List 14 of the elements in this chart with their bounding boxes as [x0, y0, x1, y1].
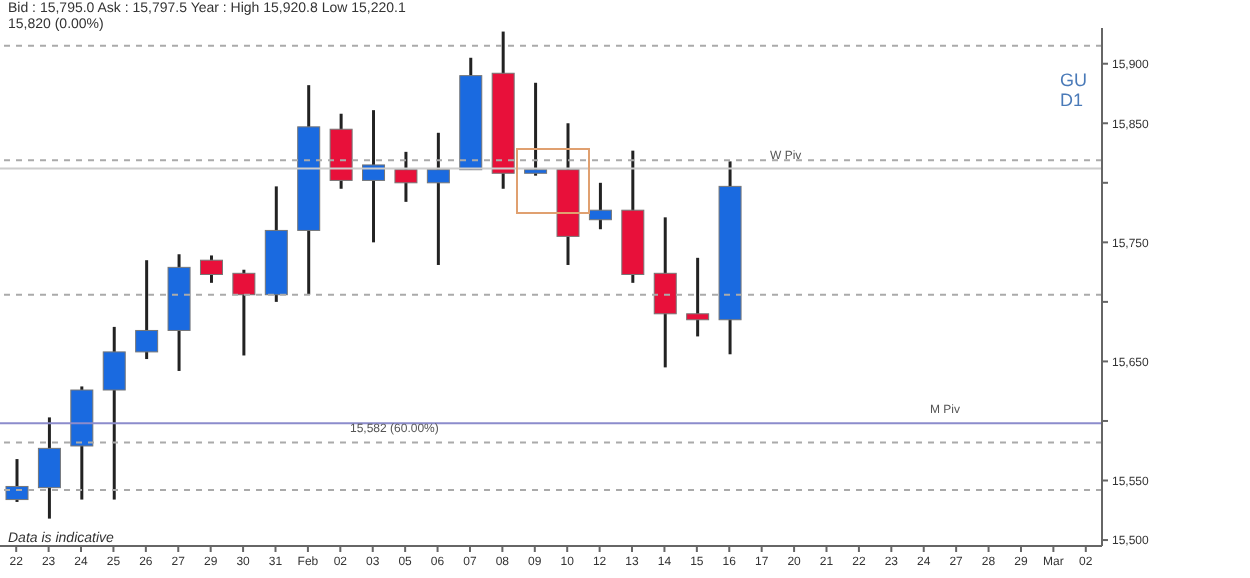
candlestick	[5, 457, 29, 504]
candlestick	[102, 325, 126, 502]
candlestick	[199, 253, 223, 285]
candlestick	[426, 131, 450, 267]
candlestick	[362, 108, 386, 244]
annotation: GU	[1060, 70, 1087, 90]
candlestick	[653, 215, 677, 369]
candlestick	[135, 258, 159, 361]
candlestick	[686, 256, 710, 338]
candlestick	[232, 268, 256, 357]
candlestick	[394, 150, 418, 204]
annotation: D1	[1060, 90, 1086, 110]
candlestick	[588, 181, 612, 231]
candlestick	[37, 415, 61, 521]
